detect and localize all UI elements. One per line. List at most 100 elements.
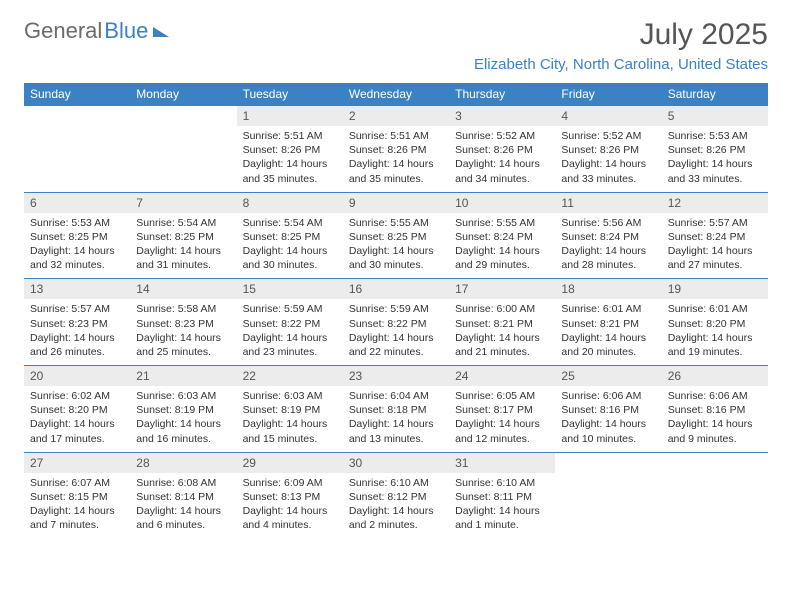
day-cell: Sunrise: 6:08 AMSunset: 8:14 PMDaylight:… bbox=[130, 473, 236, 539]
daylight-line1: Daylight: 14 hours bbox=[455, 244, 549, 258]
sunset-text: Sunset: 8:14 PM bbox=[136, 490, 230, 504]
col-wednesday: Wednesday bbox=[343, 83, 449, 106]
day-cell: Sunrise: 6:04 AMSunset: 8:18 PMDaylight:… bbox=[343, 386, 449, 452]
sunrise-text: Sunrise: 5:51 AM bbox=[243, 129, 337, 143]
sunrise-text: Sunrise: 6:02 AM bbox=[30, 389, 124, 403]
daylight-line1: Daylight: 14 hours bbox=[136, 244, 230, 258]
sunset-text: Sunset: 8:16 PM bbox=[561, 403, 655, 417]
sunrise-text: Sunrise: 5:55 AM bbox=[349, 216, 443, 230]
daylight-line1: Daylight: 14 hours bbox=[668, 157, 762, 171]
day-number-row: 2728293031 bbox=[24, 452, 768, 473]
daylight-line1: Daylight: 14 hours bbox=[349, 504, 443, 518]
sunrise-text: Sunrise: 6:06 AM bbox=[561, 389, 655, 403]
sunset-text: Sunset: 8:22 PM bbox=[349, 317, 443, 331]
day-cell: Sunrise: 5:52 AMSunset: 8:26 PMDaylight:… bbox=[449, 126, 555, 192]
day-number-row: 6789101112 bbox=[24, 192, 768, 213]
day-cell: Sunrise: 5:52 AMSunset: 8:26 PMDaylight:… bbox=[555, 126, 661, 192]
sunrise-text: Sunrise: 6:10 AM bbox=[455, 476, 549, 490]
sunrise-text: Sunrise: 6:09 AM bbox=[243, 476, 337, 490]
daylight-line1: Daylight: 14 hours bbox=[243, 244, 337, 258]
day-number: 10 bbox=[449, 192, 555, 213]
col-saturday: Saturday bbox=[662, 83, 768, 106]
sunset-text: Sunset: 8:18 PM bbox=[349, 403, 443, 417]
sunset-text: Sunset: 8:19 PM bbox=[136, 403, 230, 417]
daylight-line2: and 16 minutes. bbox=[136, 432, 230, 446]
empty-cell bbox=[662, 473, 768, 539]
sunrise-text: Sunrise: 5:56 AM bbox=[561, 216, 655, 230]
day-cell: Sunrise: 5:53 AMSunset: 8:26 PMDaylight:… bbox=[662, 126, 768, 192]
sunrise-text: Sunrise: 6:07 AM bbox=[30, 476, 124, 490]
day-number: 20 bbox=[24, 366, 130, 387]
sunset-text: Sunset: 8:24 PM bbox=[455, 230, 549, 244]
sunset-text: Sunset: 8:24 PM bbox=[668, 230, 762, 244]
sunrise-text: Sunrise: 5:53 AM bbox=[668, 129, 762, 143]
day-number: 4 bbox=[555, 106, 661, 127]
daylight-line2: and 23 minutes. bbox=[243, 345, 337, 359]
page-header: General Blue July 2025 Elizabeth City, N… bbox=[24, 18, 768, 73]
day-number-row: 12345 bbox=[24, 106, 768, 127]
daylight-line1: Daylight: 14 hours bbox=[455, 157, 549, 171]
sunrise-text: Sunrise: 5:51 AM bbox=[349, 129, 443, 143]
sunset-text: Sunset: 8:26 PM bbox=[243, 143, 337, 157]
location-label: Elizabeth City, North Carolina, United S… bbox=[474, 56, 768, 73]
sunset-text: Sunset: 8:21 PM bbox=[561, 317, 655, 331]
day-cell: Sunrise: 5:54 AMSunset: 8:25 PMDaylight:… bbox=[130, 213, 236, 279]
day-number: 30 bbox=[343, 452, 449, 473]
day-number: 26 bbox=[662, 366, 768, 387]
title-block: July 2025 Elizabeth City, North Carolina… bbox=[474, 18, 768, 73]
sunset-text: Sunset: 8:20 PM bbox=[30, 403, 124, 417]
sunrise-text: Sunrise: 5:59 AM bbox=[243, 302, 337, 316]
col-tuesday: Tuesday bbox=[237, 83, 343, 106]
day-number: 29 bbox=[237, 452, 343, 473]
daylight-line2: and 10 minutes. bbox=[561, 432, 655, 446]
day-number: 2 bbox=[343, 106, 449, 127]
sunset-text: Sunset: 8:23 PM bbox=[136, 317, 230, 331]
empty-cell bbox=[662, 452, 768, 473]
daylight-line2: and 34 minutes. bbox=[455, 172, 549, 186]
day-cell: Sunrise: 6:01 AMSunset: 8:21 PMDaylight:… bbox=[555, 299, 661, 365]
day-number: 15 bbox=[237, 279, 343, 300]
col-thursday: Thursday bbox=[449, 83, 555, 106]
sunrise-text: Sunrise: 6:08 AM bbox=[136, 476, 230, 490]
day-number: 24 bbox=[449, 366, 555, 387]
daylight-line2: and 7 minutes. bbox=[30, 518, 124, 532]
day-number: 22 bbox=[237, 366, 343, 387]
sunset-text: Sunset: 8:26 PM bbox=[561, 143, 655, 157]
daylight-line2: and 27 minutes. bbox=[668, 258, 762, 272]
day-cell: Sunrise: 6:02 AMSunset: 8:20 PMDaylight:… bbox=[24, 386, 130, 452]
day-number: 7 bbox=[130, 192, 236, 213]
daylight-line2: and 9 minutes. bbox=[668, 432, 762, 446]
sunrise-text: Sunrise: 5:57 AM bbox=[30, 302, 124, 316]
sunset-text: Sunset: 8:15 PM bbox=[30, 490, 124, 504]
sunset-text: Sunset: 8:21 PM bbox=[455, 317, 549, 331]
day-cell: Sunrise: 5:51 AMSunset: 8:26 PMDaylight:… bbox=[237, 126, 343, 192]
month-title: July 2025 bbox=[474, 18, 768, 52]
daylight-line1: Daylight: 14 hours bbox=[136, 504, 230, 518]
day-number: 28 bbox=[130, 452, 236, 473]
day-cell: Sunrise: 5:57 AMSunset: 8:24 PMDaylight:… bbox=[662, 213, 768, 279]
daylight-line2: and 30 minutes. bbox=[349, 258, 443, 272]
day-data-row: Sunrise: 5:51 AMSunset: 8:26 PMDaylight:… bbox=[24, 126, 768, 192]
daylight-line1: Daylight: 14 hours bbox=[30, 417, 124, 431]
day-number: 5 bbox=[662, 106, 768, 127]
day-cell: Sunrise: 5:56 AMSunset: 8:24 PMDaylight:… bbox=[555, 213, 661, 279]
day-number: 13 bbox=[24, 279, 130, 300]
daylight-line2: and 31 minutes. bbox=[136, 258, 230, 272]
daylight-line1: Daylight: 14 hours bbox=[668, 244, 762, 258]
sunrise-text: Sunrise: 6:00 AM bbox=[455, 302, 549, 316]
day-cell: Sunrise: 5:54 AMSunset: 8:25 PMDaylight:… bbox=[237, 213, 343, 279]
sunrise-text: Sunrise: 6:06 AM bbox=[668, 389, 762, 403]
daylight-line1: Daylight: 14 hours bbox=[455, 417, 549, 431]
day-data-row: Sunrise: 5:53 AMSunset: 8:25 PMDaylight:… bbox=[24, 213, 768, 279]
day-number: 16 bbox=[343, 279, 449, 300]
col-monday: Monday bbox=[130, 83, 236, 106]
day-cell: Sunrise: 6:05 AMSunset: 8:17 PMDaylight:… bbox=[449, 386, 555, 452]
daylight-line2: and 35 minutes. bbox=[349, 172, 443, 186]
day-number: 12 bbox=[662, 192, 768, 213]
daylight-line1: Daylight: 14 hours bbox=[668, 417, 762, 431]
empty-cell bbox=[555, 473, 661, 539]
sunrise-text: Sunrise: 6:03 AM bbox=[136, 389, 230, 403]
daylight-line2: and 29 minutes. bbox=[455, 258, 549, 272]
sunrise-text: Sunrise: 6:03 AM bbox=[243, 389, 337, 403]
sunrise-text: Sunrise: 5:54 AM bbox=[136, 216, 230, 230]
